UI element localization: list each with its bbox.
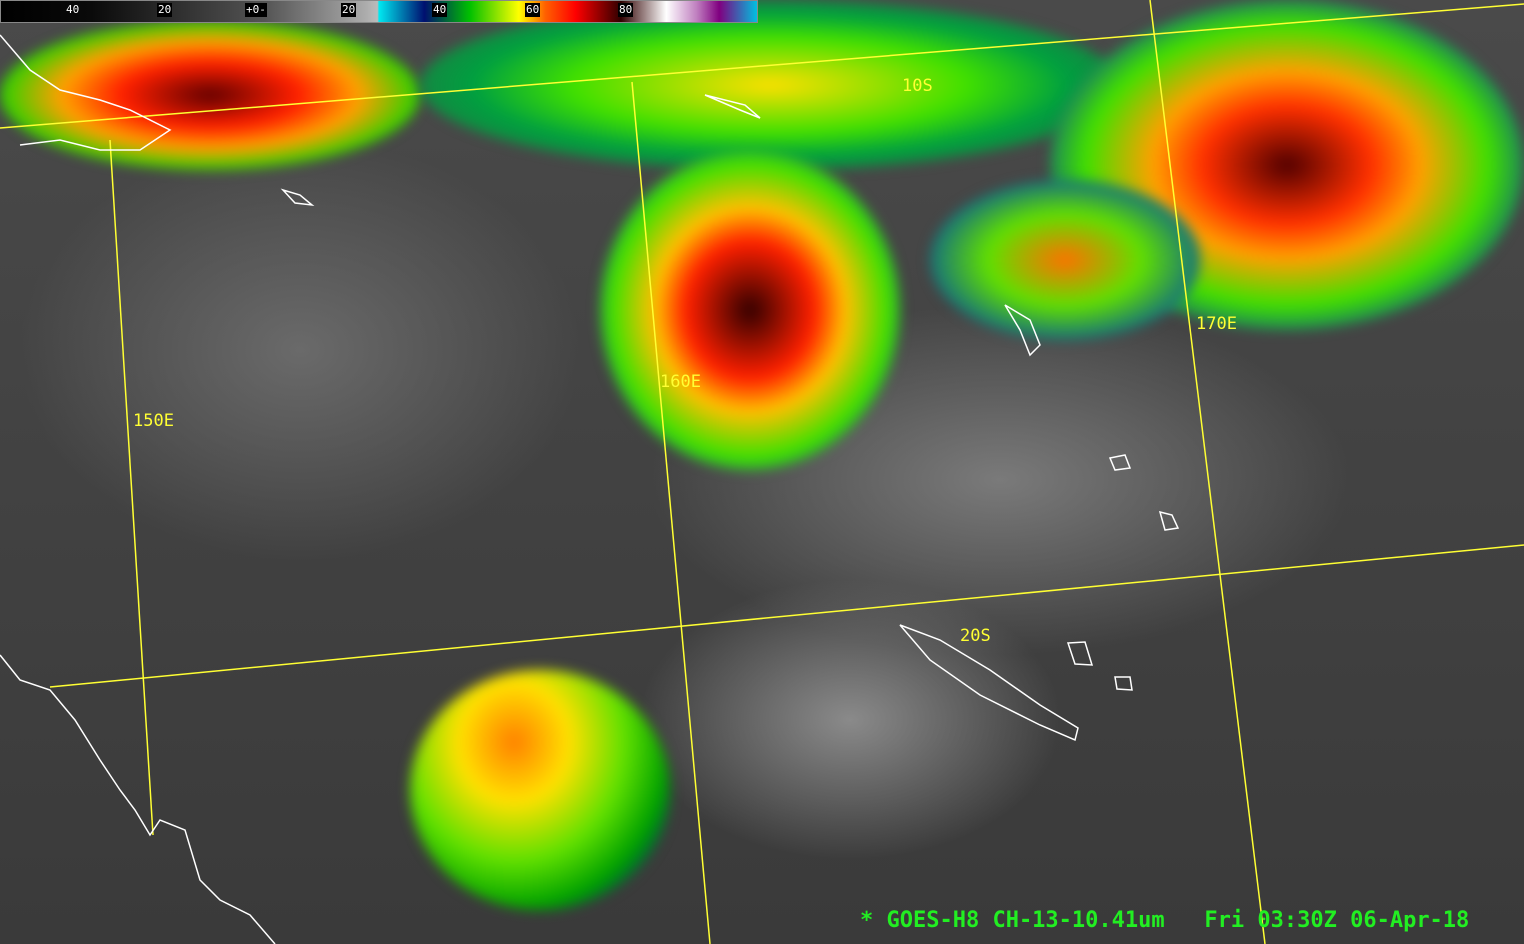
- coastline-australia: [0, 654, 276, 944]
- coastline-island-1: [1108, 454, 1132, 471]
- gridline-150e: [109, 139, 154, 836]
- satellite-channel: * GOES-H8 CH-13-10.41um: [860, 908, 1165, 933]
- temperature-colorbar: 40 20 +0- 20 40 60 80: [0, 0, 758, 23]
- cloud-center-storm: [600, 150, 900, 470]
- colorbar-label: 80: [618, 3, 634, 17]
- colorbar-label: 60: [525, 3, 541, 17]
- gridline-20s: [49, 544, 1524, 688]
- colorbar-label: 40: [66, 3, 80, 16]
- label-150e: 150E: [133, 411, 174, 431]
- coastline-island-2: [1158, 510, 1180, 531]
- colorbar-label: 20: [157, 3, 173, 17]
- colorbar-label: 40: [432, 3, 448, 17]
- coastline-island-4: [1114, 676, 1133, 691]
- coastline-solomon: [704, 94, 761, 119]
- cloud-center-right: [930, 180, 1200, 340]
- label-10s: 10S: [902, 76, 933, 96]
- gridline-170e: [1149, 0, 1266, 944]
- timestamp: Fri 03:30Z 06-Apr-18: [1204, 908, 1470, 933]
- cloud-top-left: [0, 20, 420, 170]
- colorbar-label: 20: [341, 3, 357, 17]
- coastline-island-5: [280, 188, 315, 207]
- coastline-vanuatu: [1004, 304, 1041, 357]
- gridline-160e: [631, 81, 711, 944]
- label-170e: 170E: [1196, 314, 1237, 334]
- label-20s: 20S: [960, 626, 991, 646]
- coastline-island-3: [1066, 641, 1094, 666]
- coastline-new-caledonia: [899, 624, 1079, 742]
- gridline-10s: [0, 3, 1524, 129]
- coastline-png: [0, 34, 172, 151]
- image-caption: * GOES-H8 CH-13-10.41um Fri 03:30Z 06-Ap…: [860, 908, 1469, 933]
- cloud-south-storm: [410, 670, 670, 910]
- colorbar-label: +0-: [245, 3, 267, 17]
- label-160e: 160E: [660, 372, 701, 392]
